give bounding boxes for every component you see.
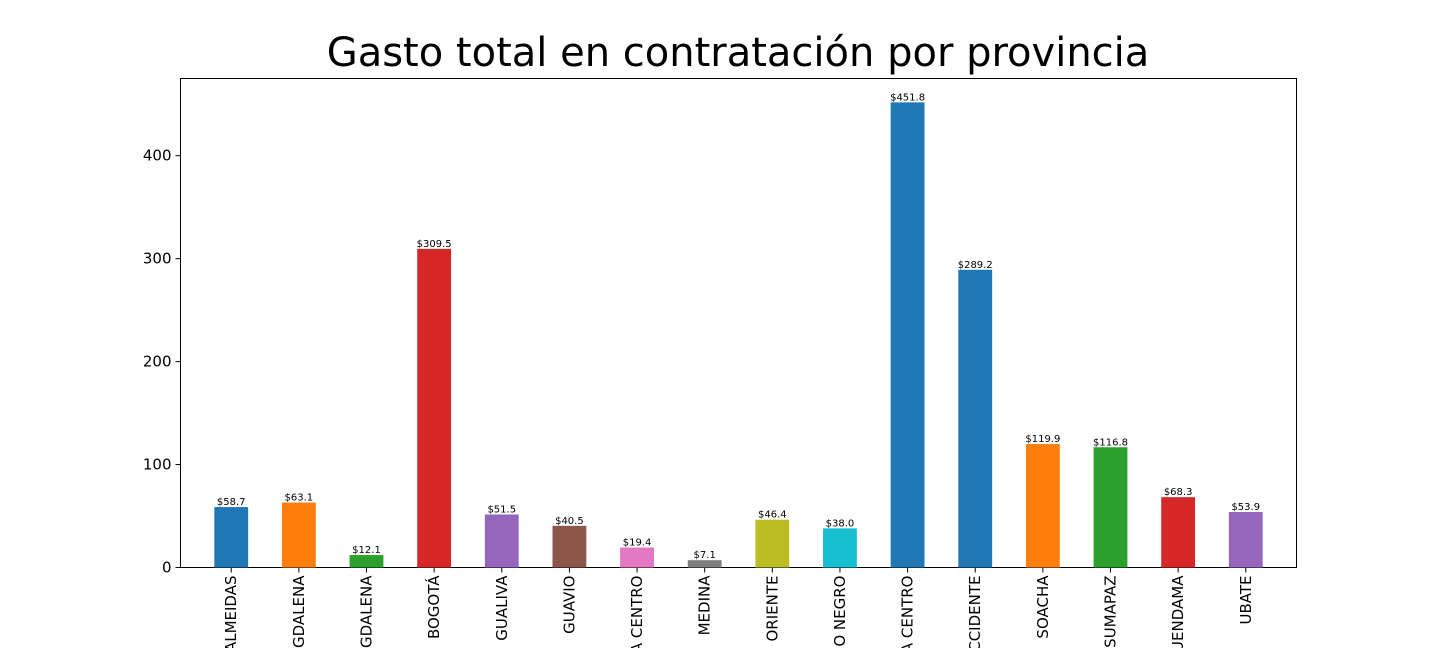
bar <box>890 102 925 568</box>
bar <box>687 560 722 568</box>
bar <box>1161 497 1196 568</box>
x-tick-label: SUMAPAZ <box>1102 576 1120 648</box>
data-label: $451.8 <box>890 92 925 103</box>
bars <box>214 102 1263 568</box>
bar <box>281 502 316 568</box>
x-tick-label: GUALIVA <box>493 575 511 641</box>
bar <box>417 248 452 568</box>
bar <box>1025 444 1060 568</box>
data-label: $116.8 <box>1093 437 1128 448</box>
x-tick-label: GUAVIO <box>560 576 578 634</box>
data-label: $46.4 <box>758 510 787 521</box>
bar <box>214 507 249 568</box>
x-tick-label: A CENTRO <box>899 576 917 648</box>
bar <box>349 555 384 568</box>
x-tick-label: UENDAMA <box>1169 575 1187 648</box>
plot-area <box>180 78 1297 568</box>
x-tick-label: BOGOTÁ <box>424 575 443 639</box>
x-tick-label: O NEGRO <box>831 576 849 647</box>
data-label: $38.0 <box>826 518 855 529</box>
bar <box>823 528 857 568</box>
bar <box>1093 447 1128 568</box>
data-label: $51.5 <box>487 504 516 515</box>
y-axis: 0 100 200 300 400 <box>143 147 181 577</box>
y-tick-label: 100 <box>143 456 172 474</box>
y-tick-label: 300 <box>143 250 172 268</box>
x-tick-label: ALMEIDAS <box>222 576 240 648</box>
x-tick-label: A CENTRO <box>628 576 646 648</box>
data-label: $289.2 <box>958 260 993 271</box>
bar <box>484 514 519 568</box>
bar <box>958 269 993 568</box>
x-tick-label: GDALENA <box>290 575 308 648</box>
x-tick-label: CCIDENTE <box>966 576 984 648</box>
data-label: $68.3 <box>1164 487 1193 498</box>
data-label: $53.9 <box>1231 502 1260 513</box>
x-tick-label: UBATE <box>1237 576 1255 625</box>
value-labels: $58.7 $63.1 $12.1 $309.5 $51.5 $40.5 $19.4 $7.1… <box>217 92 1260 561</box>
x-tick-label: MEDINA <box>696 575 714 636</box>
data-label: $119.9 <box>1025 434 1060 445</box>
data-label: $40.5 <box>555 516 584 527</box>
data-label: $63.1 <box>285 493 314 504</box>
data-label: $7.1 <box>694 550 716 561</box>
bar <box>620 547 654 568</box>
x-tick-label: GDALENA <box>358 575 376 648</box>
y-tick-label: 0 <box>162 559 172 577</box>
x-axis: ALMEIDAS GDALENA GDALENA BOGOTÁ GUALIVA GUAVI… <box>222 567 1255 648</box>
data-label: $58.7 <box>217 497 246 508</box>
data-label: $309.5 <box>417 239 452 250</box>
y-tick-label: 200 <box>143 353 172 371</box>
chart-title: Gasto total en contratación por provinci… <box>326 30 1150 76</box>
data-label: $12.1 <box>352 545 381 556</box>
x-tick-label: SOACHA <box>1034 575 1052 639</box>
x-tick-label: ORIENTE <box>763 576 781 642</box>
bar <box>552 525 587 568</box>
data-label: $19.4 <box>623 538 652 549</box>
bar <box>1228 512 1263 568</box>
bar <box>755 519 790 568</box>
y-tick-label: 400 <box>143 147 172 165</box>
